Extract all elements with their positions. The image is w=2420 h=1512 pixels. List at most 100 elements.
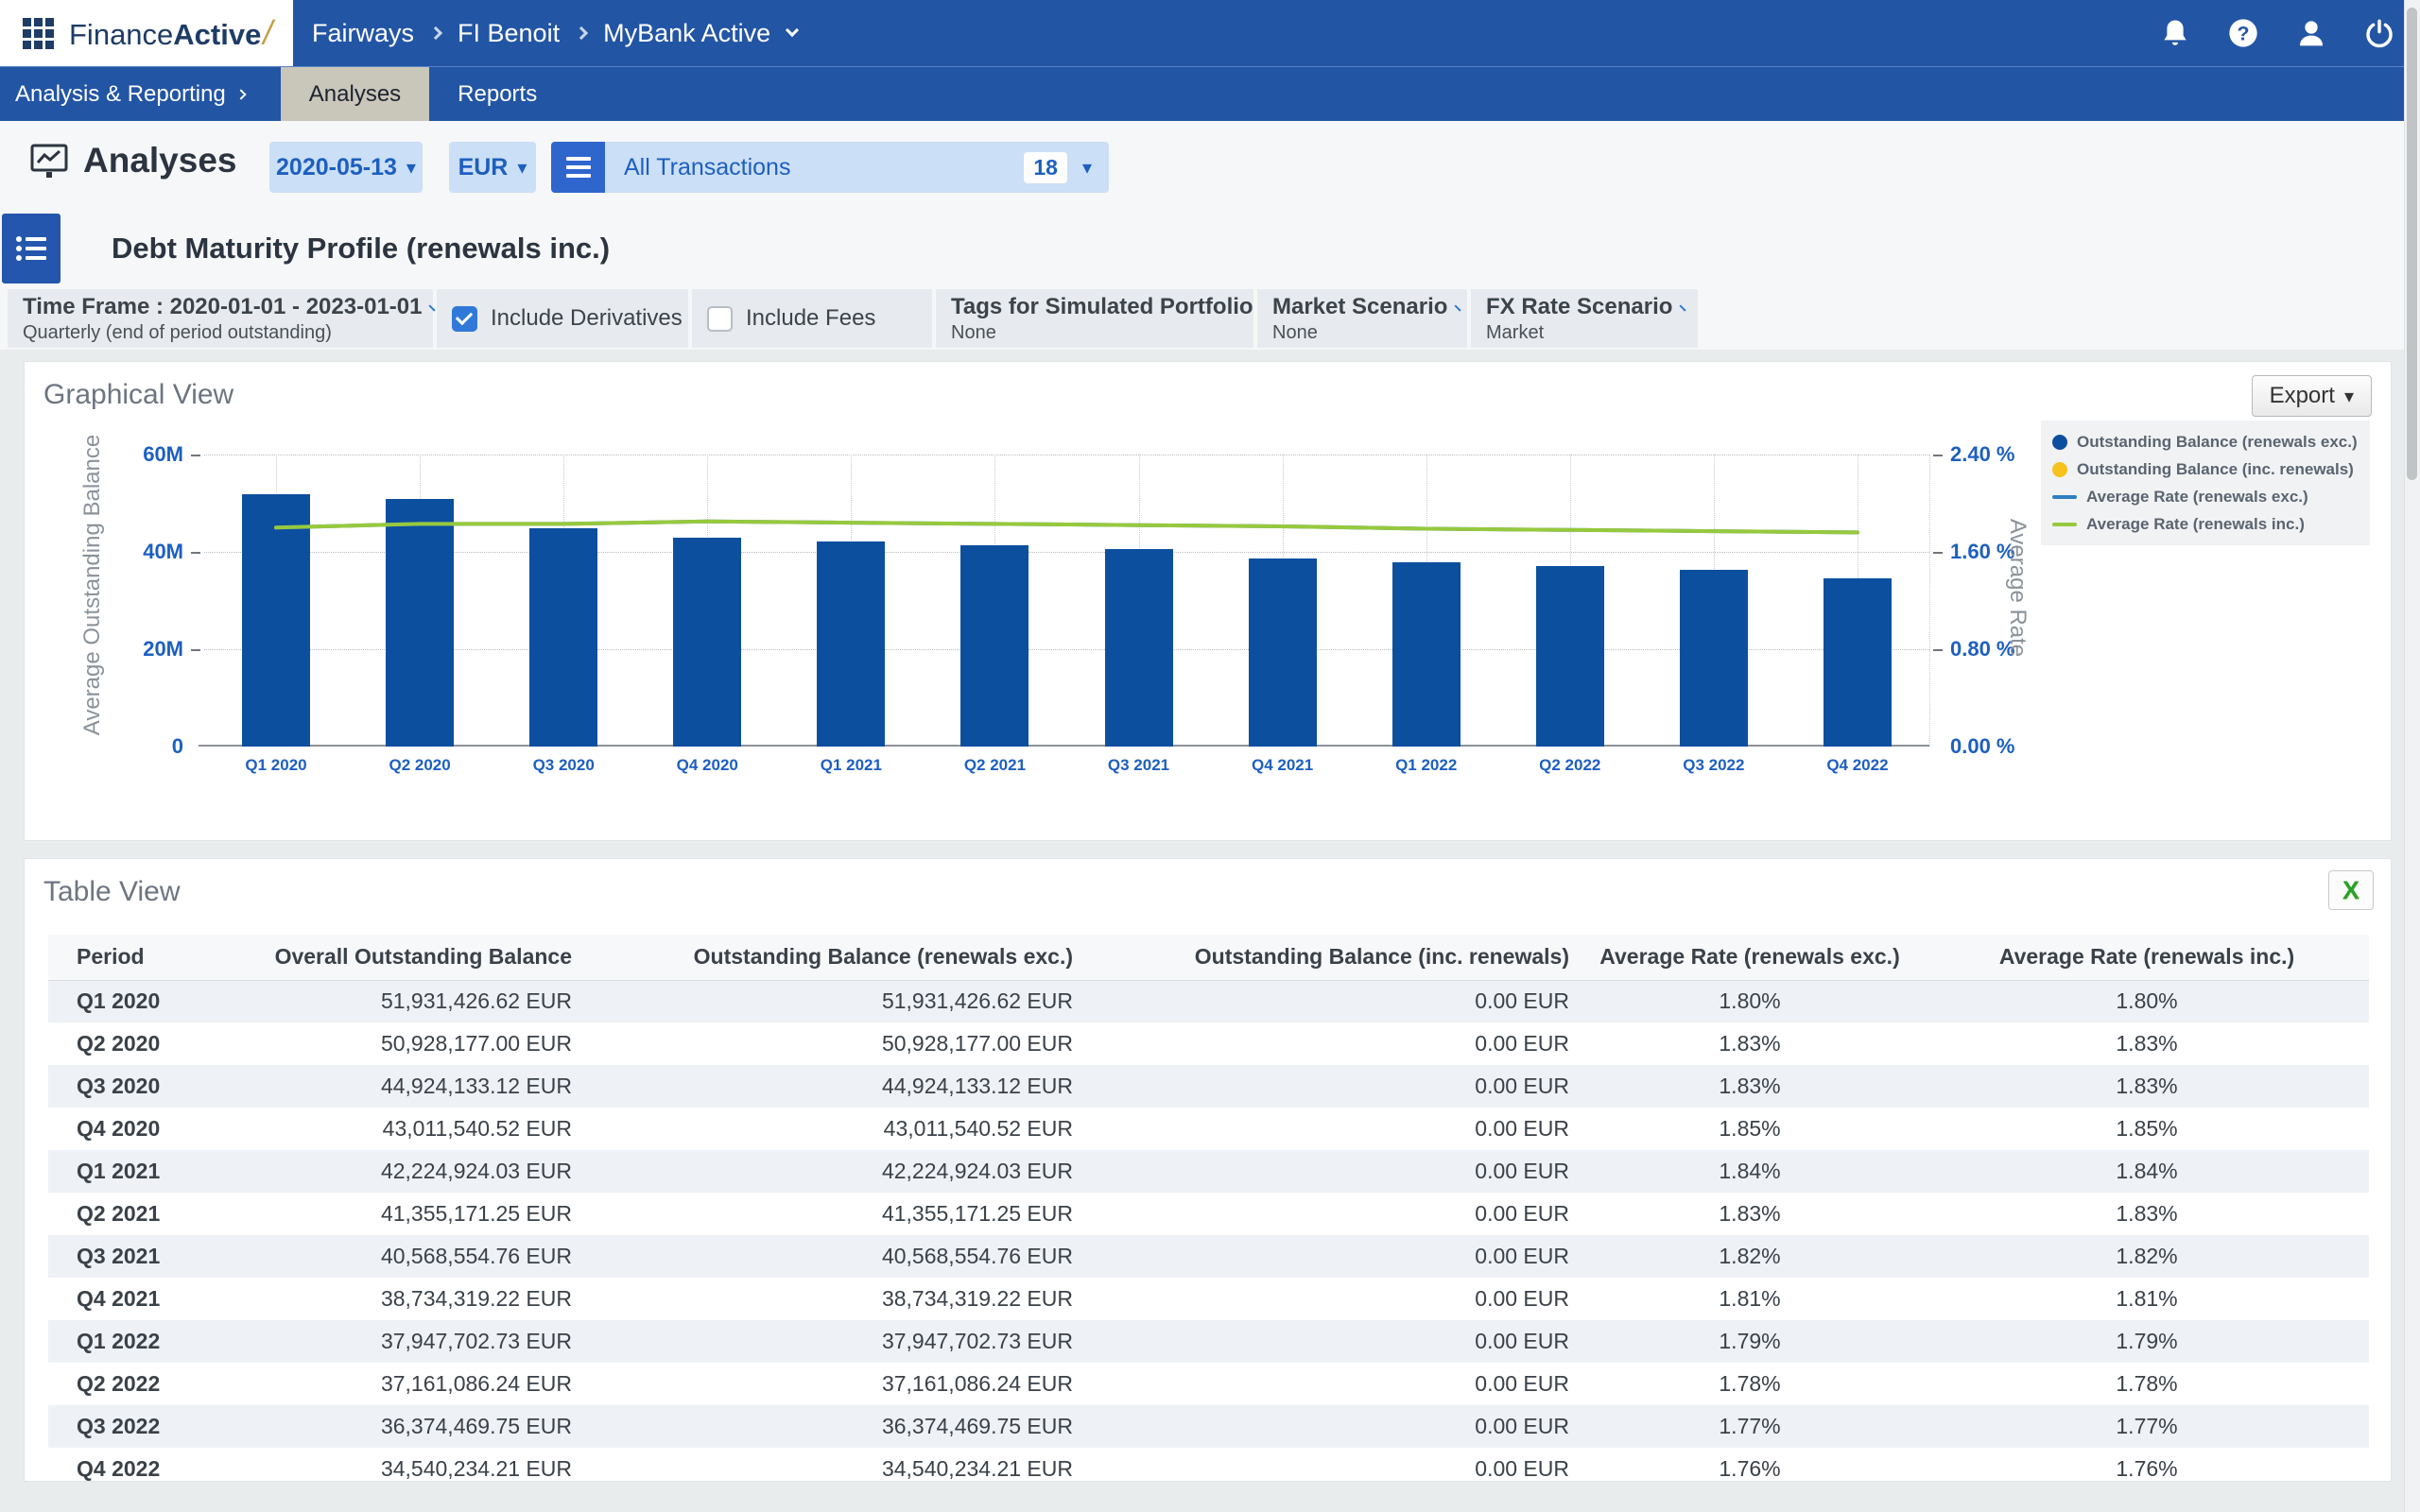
excel-export-button[interactable]: X: [2328, 870, 2374, 910]
value-cell: 1.82%: [1925, 1235, 2369, 1278]
tab-reports[interactable]: Reports: [429, 67, 565, 121]
breadcrumb-item-mybank-active[interactable]: MyBank Active: [603, 19, 770, 48]
table-row: Q4 202043,011,540.52 EUR43,011,540.52 EU…: [48, 1108, 2369, 1150]
value-cell: 1.85%: [1575, 1108, 1925, 1150]
chevron-down-icon: [1680, 304, 1686, 311]
market-scenario-value: None: [1272, 322, 1452, 344]
value-cell: 41,355,171.25 EUR: [578, 1193, 1079, 1235]
period-cell: Q4 2020: [48, 1108, 266, 1150]
fx-rate-scenario-filter[interactable]: FX Rate Scenario Market: [1471, 289, 1698, 348]
table-row: Q1 202142,224,924.03 EUR42,224,924.03 EU…: [48, 1150, 2369, 1193]
chart-line-renewals-inc: [276, 522, 1858, 533]
column-header[interactable]: Period: [48, 935, 266, 980]
column-header[interactable]: Outstanding Balance (inc. renewals): [1079, 935, 1575, 980]
value-cell: 0.00 EUR: [1079, 1278, 1575, 1320]
value-cell: 34,540,234.21 EUR: [578, 1448, 1079, 1490]
value-cell: 1.78%: [1925, 1363, 2369, 1405]
include-fees-checkbox[interactable]: [707, 306, 733, 332]
y-axis-tick-label: 60M: [102, 441, 183, 468]
value-cell: 1.83%: [1575, 1022, 1925, 1065]
column-header[interactable]: Overall Outstanding Balance: [266, 935, 578, 980]
x-axis-tick-label: Q2 2020: [358, 756, 481, 775]
apps-grid-icon[interactable]: [23, 18, 54, 49]
analysis-list-button[interactable]: [2, 214, 60, 284]
nav-menu-analysis-reporting[interactable]: Analysis & Reporting: [0, 67, 264, 121]
y-axis-tick-label: 20M: [102, 636, 183, 662]
scrollbar-thumb[interactable]: [2407, 8, 2417, 480]
vertical-scrollbar[interactable]: [2404, 0, 2420, 1512]
axis-tick: [1933, 552, 1943, 554]
tags-filter[interactable]: Tags for Simulated Portfolio None: [936, 289, 1253, 348]
time-frame-label: Time Frame : 2020-01-01 - 2023-01-01: [23, 294, 422, 320]
breadcrumb-item-fairways[interactable]: Fairways: [312, 19, 414, 48]
chevron-down-icon[interactable]: [786, 24, 799, 37]
column-header[interactable]: Outstanding Balance (renewals exc.): [578, 935, 1079, 980]
x-axis-tick-label: Q3 2021: [1078, 756, 1201, 775]
value-cell: 1.83%: [1575, 1193, 1925, 1235]
value-cell: 1.81%: [1575, 1278, 1925, 1320]
results-table: PeriodOverall Outstanding BalanceOutstan…: [48, 935, 2369, 1490]
table-row: Q2 202141,355,171.25 EUR41,355,171.25 EU…: [48, 1193, 2369, 1235]
table-row: Q3 202044,924,133.12 EUR44,924,133.12 EU…: [48, 1065, 2369, 1108]
user-icon[interactable]: [2295, 17, 2327, 49]
period-cell: Q3 2021: [48, 1235, 266, 1278]
value-cell: 0.00 EUR: [1079, 980, 1575, 1022]
table-row: Q2 202050,928,177.00 EUR50,928,177.00 EU…: [48, 1022, 2369, 1065]
help-icon[interactable]: ?: [2227, 17, 2259, 49]
legend-line-icon: [2052, 523, 2077, 526]
export-button[interactable]: Export▾: [2252, 375, 2372, 417]
value-cell: 1.81%: [1925, 1278, 2369, 1320]
portfolio-selector[interactable]: All Transactions 18 ▾: [551, 142, 1109, 193]
legend-line-icon: [2052, 495, 2077, 499]
date-picker[interactable]: 2020-05-13▾: [269, 142, 423, 193]
value-cell: 37,161,086.24 EUR: [266, 1363, 578, 1405]
value-cell: 1.83%: [1925, 1193, 2369, 1235]
list-icon: [15, 234, 47, 263]
value-cell: 1.79%: [1575, 1320, 1925, 1363]
y-axis-label-left: Average Outstanding Balance: [79, 424, 106, 746]
portfolio-menu-icon[interactable]: [551, 142, 605, 193]
x-axis-tick-label: Q2 2021: [933, 756, 1056, 775]
legend-item: Outstanding Balance (inc. renewals): [2052, 455, 2359, 483]
include-derivatives-checkbox[interactable]: [452, 306, 477, 332]
chevron-down-icon: [429, 304, 436, 311]
market-scenario-filter[interactable]: Market Scenario None: [1257, 289, 1467, 348]
power-icon[interactable]: [2363, 17, 2395, 49]
column-header[interactable]: Average Rate (renewals exc.): [1575, 935, 1925, 980]
value-cell: 1.80%: [1925, 980, 2369, 1022]
breadcrumb-item-fi-benoit[interactable]: FI Benoit: [458, 19, 560, 48]
include-fees-filter: Include Fees: [692, 289, 932, 348]
secondary-nav: Analysis & Reporting Analyses Reports: [0, 66, 2420, 121]
value-cell: 1.83%: [1575, 1065, 1925, 1108]
value-cell: 0.00 EUR: [1079, 1448, 1575, 1490]
tab-analyses[interactable]: Analyses: [281, 67, 429, 121]
chart-vertical-gridline: [1929, 455, 1930, 747]
value-cell: 1.82%: [1575, 1235, 1925, 1278]
column-header[interactable]: Average Rate (renewals inc.): [1925, 935, 2369, 980]
legend-label: Outstanding Balance (inc. renewals): [2077, 460, 2354, 479]
value-cell: 0.00 EUR: [1079, 1108, 1575, 1150]
value-cell: 1.83%: [1925, 1022, 2369, 1065]
time-frame-filter[interactable]: Time Frame : 2020-01-01 - 2023-01-01 Qua…: [8, 289, 433, 348]
table-row: Q2 202237,161,086.24 EUR37,161,086.24 EU…: [48, 1363, 2369, 1405]
currency-value: EUR: [458, 154, 509, 181]
top-bar: FinanceActive/ Fairways FI Benoit MyBank…: [0, 0, 2420, 66]
legend-item: Average Rate (renewals inc.): [2052, 510, 2359, 538]
chart-line-overlay: [204, 455, 1929, 747]
x-axis-tick-label: Q3 2022: [1652, 756, 1775, 775]
table-view-title: Table View: [43, 876, 181, 908]
chart-plot-area: 60M2.40 %40M1.60 %20M0.80 %00.00 %Q1 202…: [204, 455, 1929, 747]
x-axis-tick-label: Q4 2021: [1221, 756, 1344, 775]
value-cell: 36,374,469.75 EUR: [578, 1405, 1079, 1448]
axis-tick: [191, 552, 200, 554]
analyses-icon: [28, 140, 70, 181]
table-row: Q3 202236,374,469.75 EUR36,374,469.75 EU…: [48, 1405, 2369, 1448]
portfolio-count-badge: 18: [1024, 152, 1067, 183]
app-logo[interactable]: FinanceActive/: [0, 0, 293, 66]
table-row: Q4 202234,540,234.21 EUR34,540,234.21 EU…: [48, 1448, 2369, 1490]
value-cell: 50,928,177.00 EUR: [578, 1022, 1079, 1065]
currency-selector[interactable]: EUR▾: [449, 142, 536, 193]
time-frame-subtitle: Quarterly (end of period outstanding): [23, 322, 418, 344]
y-axis-tick-label: 40M: [102, 539, 183, 565]
notifications-bell-icon[interactable]: [2159, 17, 2191, 49]
